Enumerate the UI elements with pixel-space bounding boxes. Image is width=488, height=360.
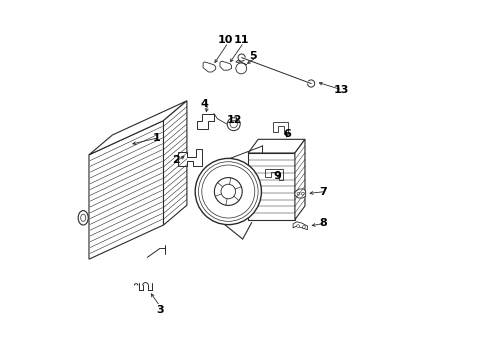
Circle shape [302,225,305,228]
Circle shape [230,121,237,128]
Text: 3: 3 [156,305,163,315]
Circle shape [195,158,261,225]
Polygon shape [203,62,215,72]
Polygon shape [265,169,282,180]
Text: 6: 6 [283,129,290,139]
Circle shape [221,184,235,199]
Text: 2: 2 [172,155,180,165]
Text: 12: 12 [226,114,242,125]
Text: 7: 7 [319,186,326,197]
Text: 13: 13 [333,85,348,95]
Text: 5: 5 [249,51,257,61]
Text: 9: 9 [273,171,281,181]
Polygon shape [220,61,231,70]
Circle shape [296,225,299,228]
Circle shape [214,177,242,206]
Circle shape [227,118,240,131]
Polygon shape [89,121,163,259]
Text: 11: 11 [233,35,249,45]
Text: 1: 1 [152,132,160,143]
Polygon shape [197,114,214,129]
Circle shape [307,80,314,87]
Circle shape [301,192,304,195]
Polygon shape [294,189,305,198]
Text: 10: 10 [218,35,233,45]
Circle shape [235,63,246,74]
Polygon shape [89,101,186,155]
Polygon shape [247,139,305,153]
Text: 4: 4 [201,99,208,109]
Text: 8: 8 [319,218,326,228]
Polygon shape [163,101,186,225]
Polygon shape [273,122,287,134]
Circle shape [238,54,244,61]
Polygon shape [292,222,307,230]
Circle shape [296,192,299,195]
Polygon shape [178,149,201,166]
Ellipse shape [78,211,88,225]
Polygon shape [294,139,305,220]
Polygon shape [247,153,294,220]
